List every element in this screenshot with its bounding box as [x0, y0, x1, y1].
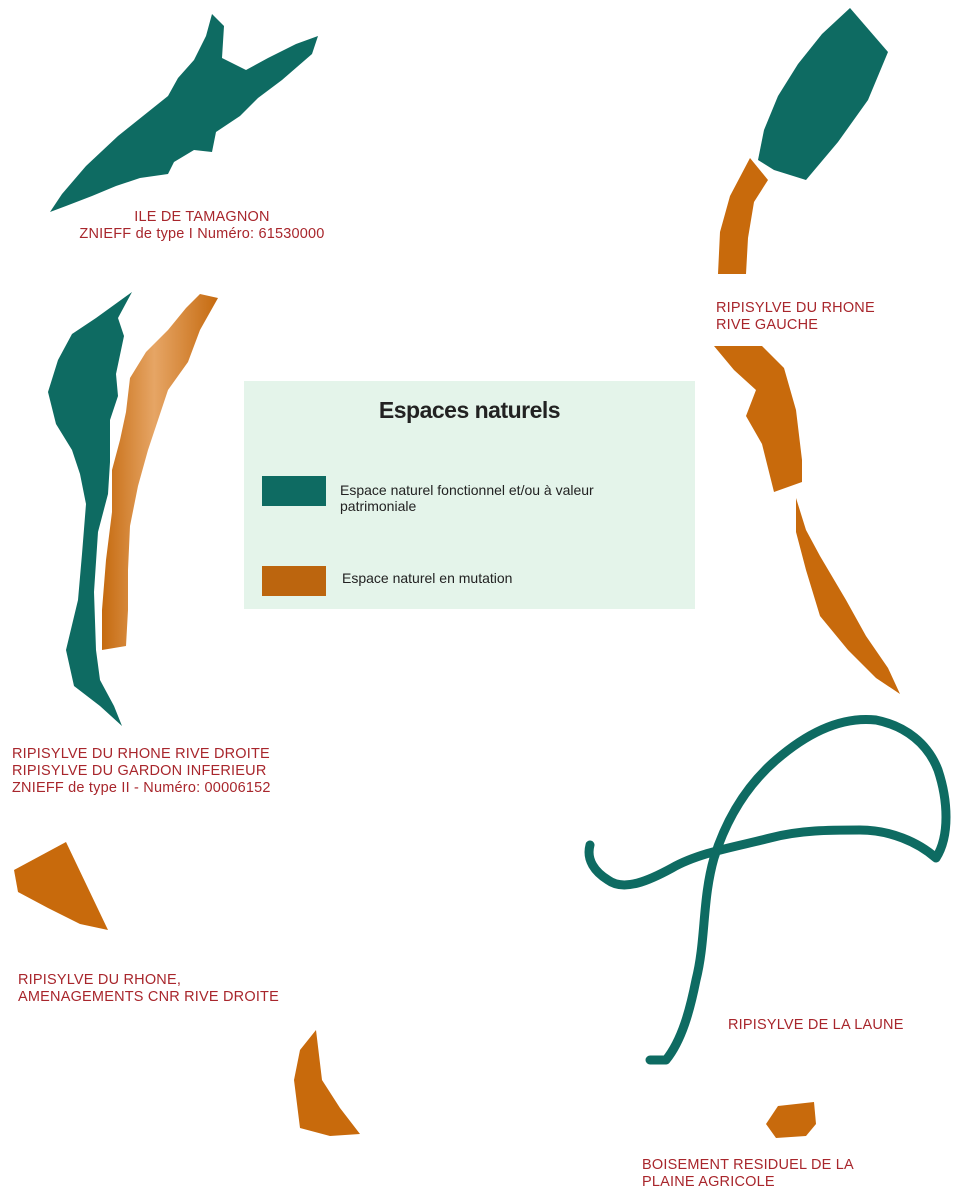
- rive-droite-green-zone: [48, 292, 132, 726]
- legend-swatch-mutation: [262, 566, 326, 596]
- legend-swatch-functional: [262, 476, 326, 506]
- label-line: AMENAGEMENTS CNR RIVE DROITE: [18, 989, 279, 1005]
- rive-gauche-mutation-zone-3: [796, 498, 900, 694]
- rive-gauche-mutation-zone-1: [718, 158, 768, 274]
- label-line: RIPISYLVE DE LA LAUNE: [728, 1017, 904, 1033]
- laune-zone: [584, 714, 951, 1065]
- label-line: BOISEMENT RESIDUEL DE LA: [642, 1157, 854, 1173]
- label-ripisylve-cnr: RIPISYLVE DU RHONE, AMENAGEMENTS CNR RIV…: [18, 972, 279, 1006]
- boisement-mutation-zone: [766, 1102, 816, 1138]
- legend-label-line: Espace naturel fonctionnel et/ou à valeu…: [340, 482, 594, 498]
- legend-label-mutation: Espace naturel en mutation: [342, 570, 512, 586]
- legend: Espaces naturels Espace naturel fonction…: [244, 381, 695, 609]
- label-line: RIPISYLVE DU RHONE,: [18, 972, 182, 988]
- legend-label-functional: Espace naturel fonctionnel et/ou à valeu…: [340, 482, 594, 514]
- rive-gauche-mutation-zone-2: [714, 346, 802, 492]
- label-line: RIVE GAUCHE: [716, 317, 819, 333]
- label-line: ZNIEFF de type I Numéro: 61530000: [79, 226, 325, 242]
- tamagnon-zone: [50, 14, 318, 212]
- label-ripisylve-rive-droite: RIPISYLVE DU RHONE RIVE DROITE RIPISYLVE…: [12, 746, 271, 797]
- label-ile-de-tamagnon: ILE DE TAMAGNON ZNIEFF de type I Numéro:…: [52, 209, 352, 243]
- label-boisement-residuel: BOISEMENT RESIDUEL DE LA PLAINE AGRICOLE: [642, 1157, 854, 1191]
- legend-label-line: Espace naturel en mutation: [342, 570, 513, 586]
- label-line: PLAINE AGRICOLE: [642, 1174, 775, 1190]
- cnr-mutation-zone-2: [294, 1030, 360, 1136]
- label-ripisylve-laune: RIPISYLVE DE LA LAUNE: [728, 1017, 904, 1034]
- label-line: ILE DE TAMAGNON: [134, 209, 270, 225]
- label-line: ZNIEFF de type II - Numéro: 00006152: [12, 780, 271, 796]
- label-ripisylve-rive-gauche: RIPISYLVE DU RHONE RIVE GAUCHE: [716, 300, 875, 334]
- gardon-mutation-zone: [102, 294, 218, 650]
- rive-gauche-green-zone: [758, 8, 888, 180]
- label-line: RIPISYLVE DU RHONE: [716, 300, 875, 316]
- label-line: RIPISYLVE DU GARDON INFERIEUR: [12, 763, 267, 779]
- label-line: RIPISYLVE DU RHONE RIVE DROITE: [12, 746, 270, 762]
- legend-label-line: patrimoniale: [340, 498, 417, 514]
- cnr-mutation-zone-1: [14, 842, 108, 930]
- legend-title: Espaces naturels: [378, 397, 561, 423]
